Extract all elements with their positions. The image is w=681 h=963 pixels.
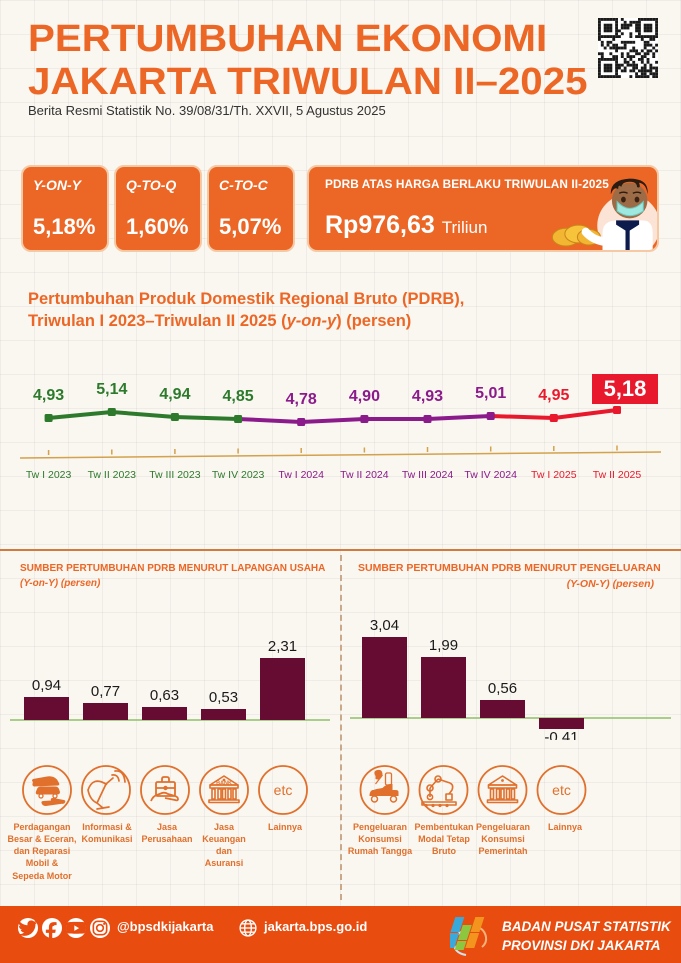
svg-text:Tw II 2025: Tw II 2025	[593, 469, 642, 481]
svg-text:Tw I 2023: Tw I 2023	[26, 469, 72, 481]
svg-text:5,18: 5,18	[604, 376, 647, 401]
svg-text:5,01: 5,01	[475, 385, 506, 402]
svg-text:0,56: 0,56	[488, 680, 517, 697]
svg-text:0,63: 0,63	[150, 687, 179, 704]
svg-text:4,95: 4,95	[538, 387, 569, 404]
svg-text:4,78: 4,78	[286, 391, 317, 408]
svg-text:0,77: 0,77	[91, 683, 120, 700]
svg-text:2,31: 2,31	[268, 638, 297, 655]
svg-text:Tw IV 2024: Tw IV 2024	[464, 469, 517, 481]
svg-text:4,90: 4,90	[349, 388, 380, 405]
svg-text:Tw I 2025: Tw I 2025	[531, 469, 577, 481]
svg-text:1,99: 1,99	[429, 637, 458, 654]
svg-text:0,53: 0,53	[209, 689, 238, 706]
svg-text:Tw II 2023: Tw II 2023	[88, 469, 137, 481]
svg-text:4,93: 4,93	[412, 388, 443, 405]
svg-text:etc: etc	[274, 782, 293, 798]
svg-text:0,94: 0,94	[32, 677, 61, 694]
svg-text:etc: etc	[552, 782, 571, 798]
svg-text:4,94: 4,94	[159, 386, 190, 403]
svg-text:BANK: BANK	[216, 781, 232, 787]
svg-text:Tw II 2024: Tw II 2024	[340, 469, 389, 481]
svg-text:5,14: 5,14	[96, 381, 127, 398]
svg-text:Tw I 2024: Tw I 2024	[278, 469, 324, 481]
svg-text:Tw III 2024: Tw III 2024	[402, 469, 454, 481]
svg-text:4,93: 4,93	[33, 387, 64, 404]
svg-text:-0,41: -0,41	[544, 729, 578, 740]
svg-text:3,04: 3,04	[370, 617, 399, 634]
svg-text:Tw III 2023: Tw III 2023	[149, 469, 201, 481]
svg-text:Tw IV 2023: Tw IV 2023	[212, 469, 265, 481]
svg-text:4,85: 4,85	[223, 388, 254, 405]
